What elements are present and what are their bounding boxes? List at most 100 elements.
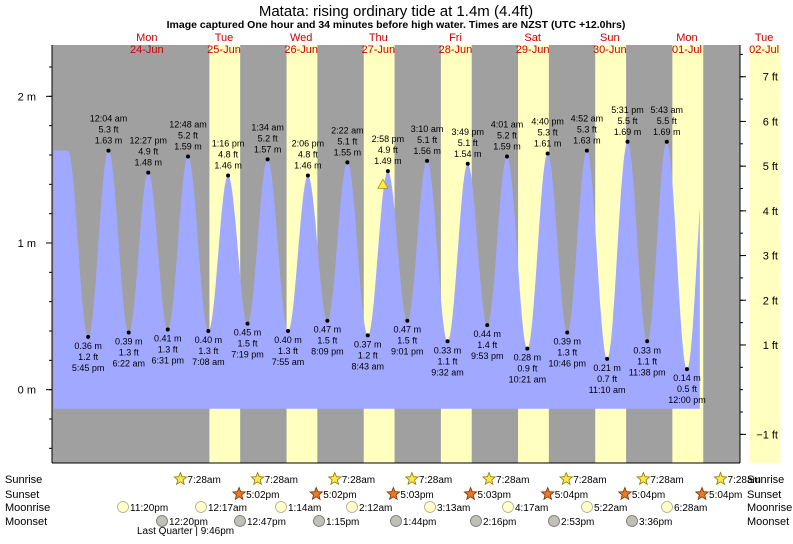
moonset-icon <box>548 515 560 527</box>
sunrise-time: 7:28am <box>265 475 298 486</box>
moonrise-icon <box>117 501 129 513</box>
high-tide-time: 5:31 pm <box>611 105 644 115</box>
moonset-icon <box>234 515 246 527</box>
low-tide-marker <box>325 318 330 323</box>
low-tide-m: 0.39 m <box>115 336 143 346</box>
high-tide-m: 1.63 m <box>95 136 123 146</box>
sunset-icon <box>463 486 478 501</box>
y-right-tick-label: 4 ft <box>763 206 778 218</box>
low-tide-marker <box>126 330 131 335</box>
high-tide-m: 1.57 m <box>254 144 282 154</box>
low-tide-time: 9:53 pm <box>471 351 504 361</box>
sunrise-time: 7:28am <box>342 475 375 486</box>
moonset-icon <box>470 515 482 527</box>
high-tide-time: 2:58 pm <box>372 134 405 144</box>
high-tide-marker <box>226 173 231 178</box>
sunset-time: 5:04pm <box>632 490 665 501</box>
moonrise-icon <box>502 501 514 513</box>
sunset-time: 5:03pm <box>478 490 511 501</box>
day-date: 29-Jun <box>516 44 550 56</box>
high-tide-m: 1.46 m <box>294 161 322 171</box>
high-tide-m: 1.69 m <box>614 127 642 137</box>
high-tide-time: 5:43 am <box>650 105 683 115</box>
row-label-right-moonrise: Moonrise <box>747 502 792 514</box>
moonrise-time: 4:17am <box>515 503 548 514</box>
high-tide-ft: 4.9 ft <box>378 145 399 155</box>
high-tide-marker <box>305 173 310 178</box>
low-tide-marker <box>565 330 570 335</box>
low-tide-ft: 1.5 ft <box>238 339 259 349</box>
high-tide-marker <box>465 161 470 166</box>
low-tide-ft: 1.5 ft <box>397 336 418 346</box>
y-left-tick-label: 2 m <box>18 91 36 103</box>
row-label-left-moonrise: Moonrise <box>5 502 50 514</box>
high-tide-ft: 5.1 ft <box>417 135 438 145</box>
low-tide-ft: 1.3 ft <box>119 347 140 357</box>
day-date: 24-Jun <box>130 44 164 56</box>
sunrise-icon <box>327 471 342 486</box>
moonrise-icon <box>346 501 358 513</box>
high-tide-marker <box>584 148 589 153</box>
moonset-time: 2:16pm <box>483 517 516 528</box>
high-tide-m: 1.63 m <box>573 136 601 146</box>
sunrise-icon <box>713 471 728 486</box>
sunrise-icon <box>481 471 497 486</box>
row-label-left-sunset: Sunset <box>5 489 39 501</box>
low-tide-marker <box>206 329 211 333</box>
high-tide-time: 1:34 am <box>251 122 284 132</box>
sunset-icon <box>386 486 401 501</box>
high-tide-marker <box>265 157 270 162</box>
daylight-band <box>749 45 781 463</box>
day-name: Mon <box>676 32 697 44</box>
day-name: Mon <box>136 32 157 44</box>
low-tide-time: 9:32 am <box>431 367 464 377</box>
y-left-tick-label: 0 m <box>18 385 36 397</box>
high-tide-marker <box>345 160 350 165</box>
axes: 0 m 1 m 2 m −1 ft 1 ft 2 ft 3 ft 4 ft 5 ft 6 ft 7 … <box>18 45 778 464</box>
moonset-icon <box>156 515 168 527</box>
high-tide-ft: 5.5 ft <box>657 116 678 126</box>
sunset-icon <box>694 486 710 501</box>
day-date: 30-Jun <box>593 44 627 56</box>
low-tide-time: 7:55 am <box>272 357 305 367</box>
moonrise-icon <box>195 501 207 513</box>
row-label-left-moonset: Moonset <box>5 516 47 528</box>
y-right-tick-label: 5 ft <box>763 161 778 173</box>
sunrise-time: 7:28am <box>573 475 606 486</box>
moonrise-time: 6:28am <box>674 503 707 514</box>
low-tide-m: 0.37 m <box>354 339 382 349</box>
low-tide-m: 0.21 m <box>593 363 621 373</box>
high-tide-marker <box>625 139 630 144</box>
low-tide-time: 9:01 pm <box>391 347 424 357</box>
y-right-tick-label: 1 ft <box>763 340 778 352</box>
low-tide-ft: 1.3 ft <box>278 346 299 356</box>
high-tide-time: 4:40 pm <box>531 117 564 127</box>
day-name: Tue <box>755 32 774 44</box>
low-tide-ft: 1.2 ft <box>78 352 99 362</box>
low-tide-m: 0.40 m <box>274 335 302 345</box>
sunrise-time: 7:28am <box>496 475 529 486</box>
moonrise-icon <box>661 501 673 513</box>
low-tide-m: 0.28 m <box>514 353 542 363</box>
high-tide-m: 1.49 m <box>374 156 402 166</box>
high-tide-time: 12:27 pm <box>130 136 168 146</box>
low-tide-ft: 0.7 ft <box>597 374 618 384</box>
moonset-time: 3:36pm <box>639 517 672 528</box>
high-tide-marker <box>185 154 190 159</box>
sunrise-time: 7:28am <box>419 475 452 486</box>
moonset-icon <box>626 515 638 527</box>
day-name: Fri <box>449 32 462 44</box>
high-tide-ft: 4.8 ft <box>298 150 319 160</box>
low-tide-time: 7:19 pm <box>231 350 264 360</box>
high-tide-m: 1.54 m <box>454 149 482 159</box>
high-tide-ft: 5.2 ft <box>258 133 279 143</box>
sunset-time: 5:02pm <box>246 490 279 501</box>
sunset-icon <box>540 486 555 501</box>
moonset-time: 1:15pm <box>326 517 359 528</box>
low-tide-m: 0.33 m <box>633 345 661 355</box>
moonrise-icon <box>581 501 593 513</box>
high-tide-m: 1.56 m <box>413 146 441 156</box>
low-tide-m: 0.44 m <box>473 329 501 339</box>
day-name: Wed <box>290 32 312 44</box>
